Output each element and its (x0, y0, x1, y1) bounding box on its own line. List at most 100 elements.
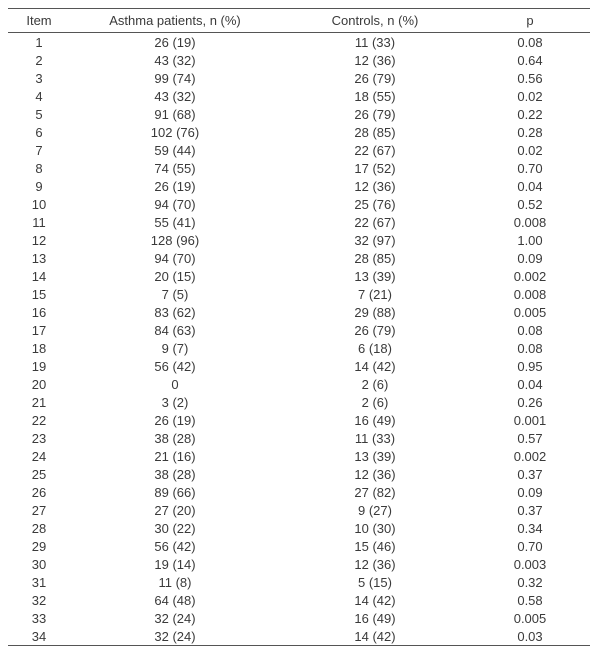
table-row: 399 (74)26 (79)0.56 (8, 69, 590, 87)
table-cell: 0.008 (470, 213, 590, 231)
table-cell: 0.32 (470, 573, 590, 591)
table-cell: 5 (15) (280, 573, 470, 591)
table-cell: 22 (8, 411, 70, 429)
table-cell: 10 (30) (280, 519, 470, 537)
table-row: 189 (7)6 (18)0.08 (8, 339, 590, 357)
table-cell: 19 (14) (70, 555, 280, 573)
table-cell: 32 (24) (70, 627, 280, 646)
table-cell: 34 (8, 627, 70, 646)
table-cell: 26 (19) (70, 177, 280, 195)
table-cell: 0.005 (470, 609, 590, 627)
table-cell: 4 (8, 87, 70, 105)
table-cell: 102 (76) (70, 123, 280, 141)
table-cell: 25 (76) (280, 195, 470, 213)
table-cell: 99 (74) (70, 69, 280, 87)
table-row: 2538 (28)12 (36)0.37 (8, 465, 590, 483)
table-cell: 94 (70) (70, 195, 280, 213)
table-header: Item Asthma patients, n (%) Controls, n … (8, 9, 590, 33)
table-cell: 11 (33) (280, 33, 470, 52)
table-cell: 15 (8, 285, 70, 303)
col-header-control: Controls, n (%) (280, 9, 470, 33)
table-row: 926 (19)12 (36)0.04 (8, 177, 590, 195)
table-cell: 0.008 (470, 285, 590, 303)
table-row: 2338 (28)11 (33)0.57 (8, 429, 590, 447)
table-row: 3019 (14)12 (36)0.003 (8, 555, 590, 573)
table-cell: 14 (42) (280, 591, 470, 609)
table-cell: 18 (55) (280, 87, 470, 105)
table-cell: 7 (5) (70, 285, 280, 303)
table-cell: 8 (8, 159, 70, 177)
table-cell: 14 (42) (280, 357, 470, 375)
table-cell: 0.70 (470, 159, 590, 177)
table-row: 2421 (16)13 (39)0.002 (8, 447, 590, 465)
table-cell: 32 (8, 591, 70, 609)
table-cell: 27 (20) (70, 501, 280, 519)
table-row: 2002 (6)0.04 (8, 375, 590, 393)
table-cell: 22 (67) (280, 141, 470, 159)
table-cell: 43 (32) (70, 87, 280, 105)
table-row: 874 (55)17 (52)0.70 (8, 159, 590, 177)
table-cell: 19 (8, 357, 70, 375)
table-cell: 32 (24) (70, 609, 280, 627)
table-cell: 20 (8, 375, 70, 393)
table-cell: 17 (52) (280, 159, 470, 177)
table-row: 6102 (76)28 (85)0.28 (8, 123, 590, 141)
table-cell: 12 (8, 231, 70, 249)
table-cell: 1 (8, 33, 70, 52)
table-cell: 64 (48) (70, 591, 280, 609)
table-cell: 21 (16) (70, 447, 280, 465)
table-cell: 14 (8, 267, 70, 285)
table-cell: 33 (8, 609, 70, 627)
table-cell: 0.003 (470, 555, 590, 573)
table-cell: 0.03 (470, 627, 590, 646)
table-cell: 84 (63) (70, 321, 280, 339)
table-cell: 83 (62) (70, 303, 280, 321)
table-row: 1394 (70)28 (85)0.09 (8, 249, 590, 267)
table-cell: 26 (19) (70, 411, 280, 429)
table-cell: 0.09 (470, 483, 590, 501)
table-cell: 9 (27) (280, 501, 470, 519)
table-cell: 3 (8, 69, 70, 87)
table-cell: 0.26 (470, 393, 590, 411)
table-body: 126 (19)11 (33)0.08243 (32)12 (36)0.6439… (8, 33, 590, 646)
table-cell: 0.04 (470, 177, 590, 195)
table-row: 2727 (20)9 (27)0.37 (8, 501, 590, 519)
table-cell: 0.001 (470, 411, 590, 429)
table-cell: 14 (42) (280, 627, 470, 646)
table-cell: 2 (6) (280, 375, 470, 393)
table-cell: 13 (39) (280, 267, 470, 285)
table-cell: 21 (8, 393, 70, 411)
table-cell: 0.56 (470, 69, 590, 87)
table-cell: 12 (36) (280, 177, 470, 195)
table-cell: 0.22 (470, 105, 590, 123)
table-cell: 5 (8, 105, 70, 123)
table-cell: 0.34 (470, 519, 590, 537)
table-cell: 13 (39) (280, 447, 470, 465)
table-cell: 26 (79) (280, 105, 470, 123)
table-row: 2689 (66)27 (82)0.09 (8, 483, 590, 501)
table-cell: 0.37 (470, 465, 590, 483)
table-cell: 3 (2) (70, 393, 280, 411)
table-row: 1155 (41)22 (67)0.008 (8, 213, 590, 231)
table-cell: 0.08 (470, 321, 590, 339)
table-cell: 30 (8, 555, 70, 573)
table-row: 157 (5)7 (21)0.008 (8, 285, 590, 303)
table-row: 2226 (19)16 (49)0.001 (8, 411, 590, 429)
table-cell: 26 (8, 483, 70, 501)
table-cell: 0.002 (470, 447, 590, 465)
table-cell: 15 (46) (280, 537, 470, 555)
table-cell: 29 (8, 537, 70, 555)
table-cell: 13 (8, 249, 70, 267)
table-row: 443 (32)18 (55)0.02 (8, 87, 590, 105)
table-row: 2830 (22)10 (30)0.34 (8, 519, 590, 537)
table-cell: 0.28 (470, 123, 590, 141)
table-cell: 59 (44) (70, 141, 280, 159)
table-cell: 89 (66) (70, 483, 280, 501)
table-cell: 26 (79) (280, 321, 470, 339)
table-cell: 10 (8, 195, 70, 213)
table-cell: 0.57 (470, 429, 590, 447)
table-cell: 0.52 (470, 195, 590, 213)
table-cell: 23 (8, 429, 70, 447)
table-cell: 2 (6) (280, 393, 470, 411)
col-header-p: p (470, 9, 590, 33)
